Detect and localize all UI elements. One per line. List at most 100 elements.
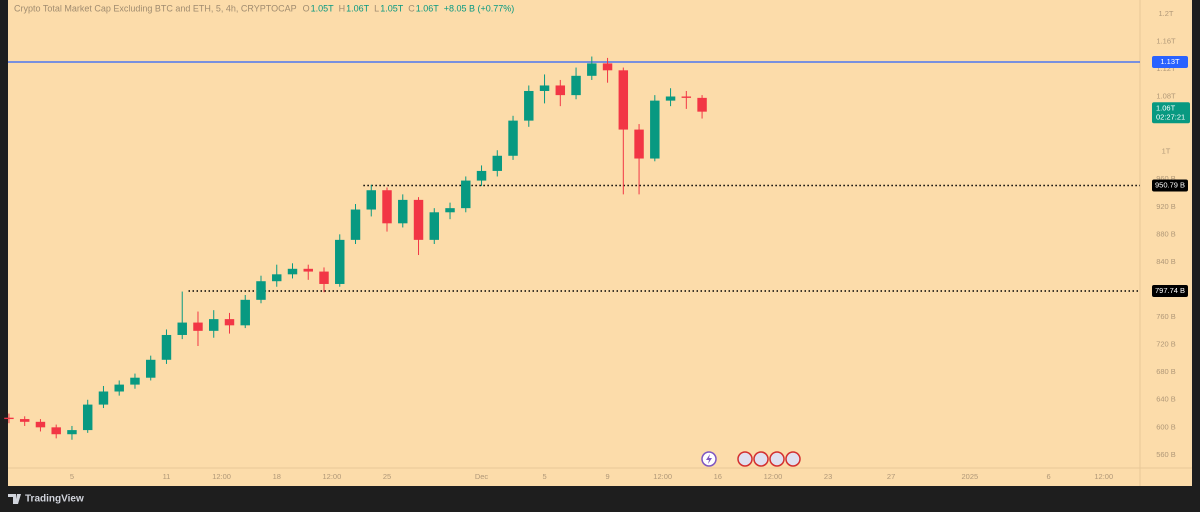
x-tick-label: 12:00 bbox=[764, 472, 783, 481]
price-tag bbox=[1152, 285, 1188, 298]
candle-body bbox=[650, 100, 660, 159]
candle-body bbox=[193, 322, 203, 331]
candle-body bbox=[398, 199, 408, 224]
candle-body bbox=[618, 70, 629, 130]
last-price-label: 1.06T bbox=[1156, 103, 1176, 112]
candle-body bbox=[665, 96, 676, 101]
candle-body bbox=[681, 96, 692, 98]
candle-body bbox=[130, 377, 140, 385]
brand: TradingView bbox=[25, 494, 84, 505]
x-tick-label: 12:00 bbox=[322, 472, 341, 481]
candle-body bbox=[508, 120, 518, 156]
candle-body bbox=[51, 427, 61, 435]
candle-body bbox=[287, 268, 298, 275]
x-tick-label: 25 bbox=[383, 472, 391, 481]
candle-body bbox=[4, 417, 14, 420]
x-tick-label: 11 bbox=[163, 472, 171, 481]
candle-body bbox=[571, 75, 581, 96]
candle-body bbox=[209, 319, 219, 331]
event-icons bbox=[701, 451, 801, 467]
x-tick-label: 18 bbox=[273, 472, 281, 481]
candle-body bbox=[555, 85, 566, 96]
event-icon bbox=[737, 451, 753, 467]
y-tick-label: 960 B bbox=[1156, 174, 1176, 183]
candle-body bbox=[476, 170, 487, 181]
y-tick-label: 720 B bbox=[1156, 340, 1176, 349]
candle-body bbox=[539, 85, 550, 91]
y-tick-label: 640 B bbox=[1156, 395, 1176, 404]
y-tick-label: 1.12T bbox=[1156, 64, 1176, 73]
x-tick-label: 2025 bbox=[962, 472, 979, 481]
x-tick-label: 5 bbox=[542, 472, 546, 481]
y-tick-label: 600 B bbox=[1156, 422, 1176, 431]
ohlc-label: L bbox=[374, 3, 379, 13]
candle-body bbox=[35, 421, 46, 428]
candle-body bbox=[240, 299, 250, 326]
x-tick-label: 12:00 bbox=[1094, 472, 1113, 481]
candle-body bbox=[587, 63, 597, 76]
candle-body bbox=[461, 180, 471, 209]
candle-body bbox=[224, 319, 235, 326]
price-tag bbox=[1152, 56, 1188, 69]
x-tick-label: 6 bbox=[1047, 472, 1051, 481]
candle-body bbox=[602, 63, 613, 71]
candle-body bbox=[413, 199, 424, 240]
candle-body bbox=[634, 129, 644, 159]
x-tick-label: 9 bbox=[605, 472, 609, 481]
candle-body bbox=[272, 274, 282, 282]
candle-body bbox=[366, 190, 376, 210]
candle-body bbox=[67, 430, 77, 435]
candle-body bbox=[114, 384, 124, 392]
price-tag bbox=[1152, 179, 1188, 192]
candle-body bbox=[492, 155, 503, 171]
y-tick-label: 840 B bbox=[1156, 257, 1176, 266]
event-icon-glyph bbox=[706, 454, 712, 464]
y-tick-label: 760 B bbox=[1156, 312, 1176, 321]
ohlc-label: O bbox=[303, 3, 310, 13]
candle-body bbox=[697, 97, 707, 112]
candle-body bbox=[19, 419, 30, 422]
y-tick-label: 920 B bbox=[1156, 202, 1176, 211]
last-price-tag bbox=[1152, 102, 1190, 124]
y-tick-label: 880 B bbox=[1156, 229, 1176, 238]
y-tick-label: 560 B bbox=[1156, 450, 1176, 459]
y-tick-label: 1.08T bbox=[1156, 91, 1176, 100]
plot-background bbox=[8, 0, 1192, 486]
candle-body bbox=[524, 90, 534, 121]
y-tick-label: 680 B bbox=[1156, 367, 1176, 376]
candle-body bbox=[82, 404, 93, 431]
candle-body bbox=[319, 271, 329, 284]
ohlc-value: 1.05T bbox=[380, 3, 404, 13]
candle-body bbox=[177, 322, 187, 335]
price-tag-label: 1.13T bbox=[1160, 57, 1180, 66]
event-icon bbox=[769, 451, 785, 467]
candle-body bbox=[145, 359, 156, 378]
candle-body bbox=[303, 268, 313, 272]
candle-body bbox=[335, 239, 345, 284]
candle-body bbox=[350, 209, 361, 240]
y-tick-label: 1.16T bbox=[1156, 36, 1176, 45]
logo-mark bbox=[8, 494, 21, 504]
countdown: 02:27:21 bbox=[1156, 112, 1185, 121]
candle-body bbox=[256, 281, 266, 300]
x-tick-label: 27 bbox=[887, 472, 895, 481]
price-tag-label: 950.79 B bbox=[1155, 181, 1185, 190]
x-tick-label: 12:00 bbox=[653, 472, 672, 481]
event-icon bbox=[785, 451, 801, 467]
candle-body bbox=[382, 190, 392, 224]
candle-body bbox=[161, 334, 172, 360]
ohlc-label: H bbox=[339, 3, 346, 13]
change: +8.05 B (+0.77%) bbox=[444, 3, 515, 13]
price-tag-label: 797.74 B bbox=[1155, 286, 1185, 295]
x-tick-label: 16 bbox=[714, 472, 722, 481]
ohlc-value: 1.05T bbox=[311, 3, 335, 13]
ohlc-label: C bbox=[408, 3, 415, 13]
y-tick-label: 1T bbox=[1162, 147, 1171, 156]
x-tick-label: Dec bbox=[475, 472, 489, 481]
ohlc-value: 1.06T bbox=[416, 3, 440, 13]
x-tick-label: 5 bbox=[70, 472, 74, 481]
event-icon bbox=[753, 451, 769, 467]
tv-logo: TradingView bbox=[8, 494, 84, 505]
chart-title: Crypto Total Market Cap Excluding BTC an… bbox=[14, 3, 297, 13]
